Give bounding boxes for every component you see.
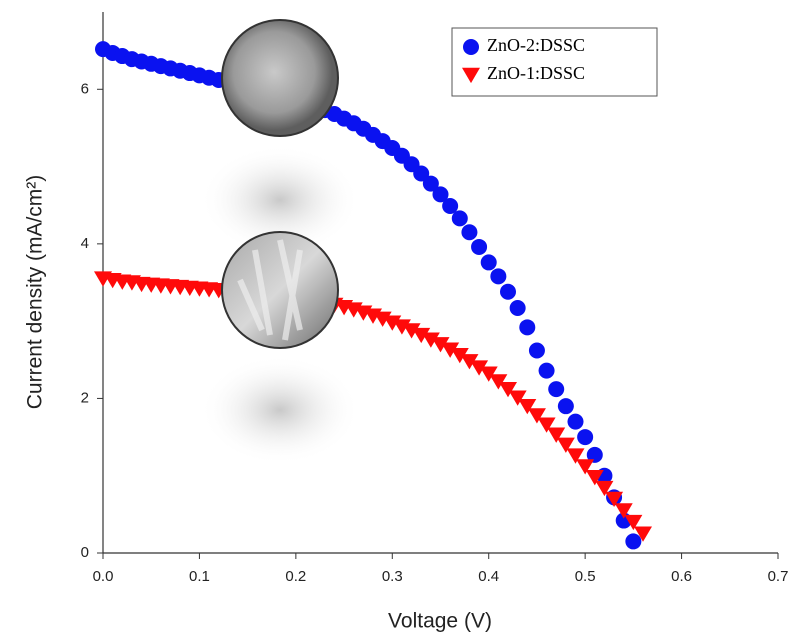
- x-tick-label: 0.2: [285, 568, 306, 585]
- point: [373, 311, 392, 327]
- legend-marker: [462, 67, 480, 84]
- x-tick-label: 0.0: [93, 568, 114, 585]
- y-tick-label: 0: [81, 544, 89, 561]
- sem-image: [221, 231, 339, 349]
- x-tick-label: 0.7: [768, 568, 789, 585]
- point: [556, 437, 575, 453]
- y-axis-title: Current density (mA/cm²): [24, 175, 47, 410]
- point: [383, 315, 402, 331]
- point: [634, 526, 652, 542]
- point: [586, 446, 603, 463]
- point: [567, 413, 584, 430]
- point: [432, 186, 449, 203]
- point: [499, 381, 517, 398]
- point: [461, 224, 478, 241]
- point: [413, 165, 430, 182]
- point: [470, 360, 489, 376]
- x-tick-label: 0.5: [575, 568, 596, 585]
- sem-insets: [221, 19, 339, 349]
- point: [471, 238, 488, 255]
- legend-marker: [463, 39, 479, 55]
- point: [442, 197, 459, 214]
- point: [624, 514, 643, 531]
- x-tick-label: 0.1: [189, 568, 210, 585]
- point: [508, 390, 527, 406]
- point: [614, 503, 633, 519]
- legend-label: ZnO-2:DSSC: [487, 35, 585, 55]
- point: [451, 210, 468, 227]
- point: [548, 381, 565, 398]
- x-axis-title: Voltage (V): [388, 610, 492, 633]
- point: [528, 342, 545, 359]
- point: [605, 491, 624, 507]
- point: [547, 427, 566, 443]
- point: [431, 337, 450, 353]
- y-tick-label: 2: [81, 389, 89, 406]
- y-tick-label: 4: [81, 235, 89, 252]
- shadow: [200, 355, 360, 465]
- y-tick-label: 6: [81, 80, 89, 97]
- point: [577, 429, 594, 446]
- point: [585, 470, 604, 486]
- point: [441, 342, 460, 358]
- point: [490, 268, 507, 285]
- point: [402, 323, 421, 339]
- point: [566, 448, 585, 464]
- point: [527, 408, 546, 424]
- shadow: [200, 145, 360, 255]
- point: [479, 366, 498, 382]
- legend-box: [451, 27, 658, 97]
- point: [392, 319, 411, 335]
- point: [489, 374, 508, 390]
- point: [625, 533, 642, 550]
- point: [509, 300, 526, 317]
- data-marks: [94, 41, 652, 550]
- point: [412, 327, 431, 344]
- legend: ZnO-2:DSSC ZnO-1:DSSC: [451, 27, 658, 97]
- sem-image: [221, 19, 339, 137]
- point: [519, 319, 536, 336]
- point: [518, 398, 537, 415]
- point: [460, 354, 479, 370]
- point: [557, 398, 574, 415]
- point: [480, 254, 497, 271]
- point: [500, 283, 516, 300]
- x-tick-label: 0.3: [382, 568, 403, 585]
- point: [422, 175, 439, 192]
- point: [576, 459, 595, 475]
- x-tick-label: 0.4: [478, 568, 499, 585]
- point: [450, 347, 469, 364]
- point: [538, 362, 555, 379]
- decoration: [200, 145, 360, 465]
- point: [595, 480, 614, 497]
- point: [537, 417, 556, 433]
- point: [421, 332, 440, 348]
- sem-texture: [237, 239, 303, 341]
- legend-label: ZnO-1:DSSC: [487, 63, 585, 83]
- x-tick-label: 0.6: [671, 568, 692, 585]
